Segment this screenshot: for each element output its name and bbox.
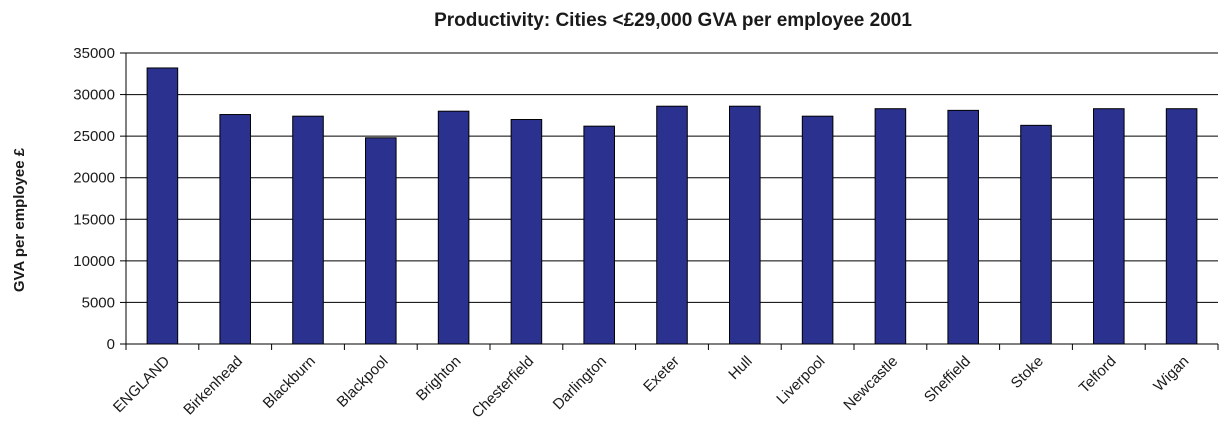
x-axis-ticks: ENGLAND Birkenhead Blackburn Blackpool Brigh…: [110, 344, 1219, 422]
bar-newcastle: [874, 108, 907, 345]
bar-birkenhead: [219, 114, 251, 345]
x-tick-label: Liverpool: [773, 353, 828, 408]
y-tick-label: 15000: [73, 211, 115, 228]
bar-darlington: [583, 125, 615, 345]
y-axis-ticks: 0 5000 10000 15000 20000 25000 30000 35000: [73, 45, 126, 353]
x-tick-label: Telford: [1076, 353, 1120, 397]
y-tick-label: 0: [107, 336, 115, 353]
bar-hull: [729, 105, 761, 345]
x-tick-label: Brighton: [413, 353, 465, 405]
x-tick-label: Darlington: [550, 353, 610, 413]
bar-chesterfield: [510, 119, 543, 345]
bar-exeter: [656, 105, 688, 345]
x-tick-label: Blackpool: [334, 353, 392, 411]
x-tick-label: Birkenhead: [180, 353, 246, 419]
x-tick-label: Wigan: [1150, 353, 1192, 395]
y-tick-label: 30000: [73, 87, 115, 104]
bar-blackburn: [292, 115, 324, 345]
x-tick-label: Newcastle: [840, 353, 901, 414]
bar-england: [146, 67, 179, 345]
y-axis-label: GVA per employee £: [11, 147, 28, 292]
x-tick-label: ENGLAND: [110, 353, 173, 416]
bar-wigan: [1165, 108, 1198, 345]
axes: [125, 53, 1218, 345]
x-tick-label: Stoke: [1008, 353, 1047, 392]
y-tick-label: 20000: [73, 170, 115, 187]
bar-sheffield: [947, 109, 979, 345]
x-tick-label: Chesterfield: [469, 353, 538, 422]
y-tick-label: 5000: [82, 294, 115, 311]
bar-stoke: [1020, 124, 1052, 345]
bar-telford: [1093, 108, 1125, 345]
bar-liverpool: [801, 115, 834, 345]
y-tick-label: 25000: [73, 128, 115, 145]
bar-blackpool: [365, 137, 397, 345]
x-tick-label: Sheffield: [921, 353, 974, 406]
x-tick-label: Hull: [725, 353, 755, 383]
bar-brighton: [437, 110, 470, 345]
x-tick-label: Exeter: [640, 353, 683, 396]
chart-title: Productivity: Cities <£29,000 GVA per em…: [434, 10, 912, 31]
bars: [146, 67, 1198, 345]
y-tick-label: 35000: [73, 45, 115, 62]
x-tick-label: Blackburn: [260, 353, 319, 412]
y-tick-label: 10000: [73, 253, 115, 270]
